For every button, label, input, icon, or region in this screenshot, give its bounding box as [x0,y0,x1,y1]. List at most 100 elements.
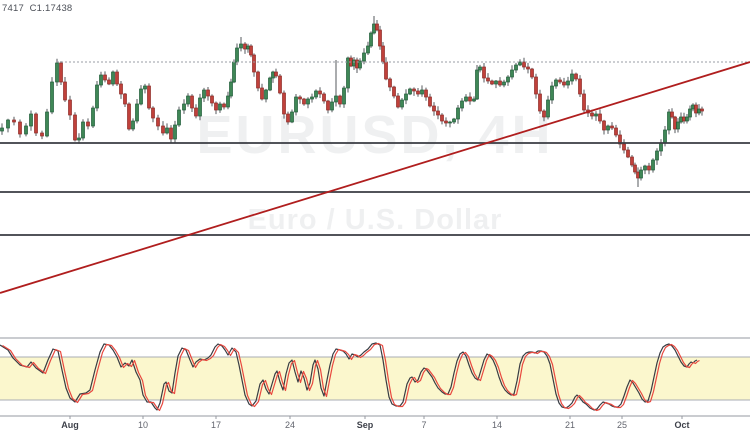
time-axis-label[interactable]: Oct [674,420,690,430]
candle[interactable] [602,120,606,131]
candle[interactable] [542,110,546,118]
candle[interactable] [260,87,264,100]
candle[interactable] [590,112,594,117]
candle[interactable] [456,107,460,120]
candle[interactable] [673,116,677,130]
candle[interactable] [12,119,16,123]
candle[interactable] [606,125,610,131]
candle[interactable] [384,61,388,80]
candle[interactable] [198,97,202,117]
candle[interactable] [143,85,147,90]
candle[interactable] [358,60,362,69]
candle[interactable] [271,71,275,79]
time-axis-label[interactable]: 14 [491,420,503,430]
candle[interactable] [482,66,486,79]
candle[interactable] [622,143,626,151]
candle[interactable] [246,45,250,50]
candle[interactable] [670,111,674,118]
candle[interactable] [566,80,570,86]
candle[interactable] [494,80,498,85]
candle[interactable] [420,89,424,95]
candle[interactable] [388,78,392,88]
time-axis-label[interactable]: 25 [616,420,628,430]
candle[interactable] [697,108,701,114]
candle[interactable] [392,86,396,97]
candle[interactable] [107,79,111,85]
candle[interactable] [643,165,647,171]
candle[interactable] [156,117,160,127]
candle[interactable] [510,69,514,78]
candle[interactable] [318,90,322,95]
candle[interactable] [691,104,695,110]
candle[interactable] [594,113,598,117]
candle[interactable] [694,104,698,114]
candle[interactable] [688,108,692,118]
candle[interactable] [68,99,72,116]
candle[interactable] [59,62,63,83]
candle[interactable] [115,71,119,85]
candle[interactable] [249,45,253,56]
candle[interactable] [574,73,578,80]
candle[interactable] [448,121,452,124]
candle[interactable] [526,66,530,70]
candle[interactable] [29,113,33,127]
candle[interactable] [651,159,655,171]
candle[interactable] [290,111,294,123]
candle[interactable] [663,129,667,144]
candle[interactable] [139,88,143,105]
candle[interactable] [286,113,290,123]
candle[interactable] [6,119,10,129]
candle[interactable] [235,47,239,63]
candle[interactable] [131,120,135,130]
candle[interactable] [95,84,99,109]
candle[interactable] [424,89,428,98]
candle[interactable] [506,76,510,83]
candle[interactable] [314,90,318,98]
candle[interactable] [202,89,206,99]
candle[interactable] [252,54,256,73]
candle[interactable] [306,98,310,105]
candle[interactable] [375,23,379,31]
candle[interactable] [111,71,115,85]
candle[interactable] [396,95,400,108]
candle[interactable] [478,66,482,71]
candle[interactable] [636,171,640,179]
candle[interactable] [355,59,359,69]
candle[interactable] [147,85,151,109]
candle[interactable] [177,109,181,126]
ascending-trendline[interactable] [0,61,750,294]
candle[interactable] [194,107,198,117]
candle[interactable] [73,114,77,141]
time-axis-label[interactable]: 21 [564,420,576,430]
candle[interactable] [18,121,22,135]
candle[interactable] [502,81,506,86]
candle[interactable] [99,74,103,86]
stoch-k-line[interactable] [0,342,698,411]
candle[interactable] [582,93,586,111]
candle[interactable] [256,71,260,89]
candle[interactable] [366,45,370,54]
candle[interactable] [282,92,286,115]
candle[interactable] [302,98,306,105]
candle[interactable] [123,93,127,105]
candle[interactable] [24,125,28,135]
candle[interactable] [408,88,412,95]
candle[interactable] [570,73,574,82]
candle[interactable] [77,137,81,141]
candle[interactable] [530,68,534,78]
candle[interactable] [514,64,518,71]
candle[interactable] [226,95,230,108]
candle[interactable] [578,78,582,95]
candle[interactable] [232,61,236,83]
candle[interactable] [550,85,554,101]
candle[interactable] [598,113,602,122]
candle[interactable] [618,134,622,145]
candle[interactable] [412,88,416,92]
candle[interactable] [214,102,218,111]
candle[interactable] [464,96,468,102]
candle[interactable] [659,142,663,152]
candle[interactable] [322,93,326,102]
candle[interactable] [452,118,456,123]
candle[interactable] [264,89,268,100]
candle[interactable] [229,81,233,97]
